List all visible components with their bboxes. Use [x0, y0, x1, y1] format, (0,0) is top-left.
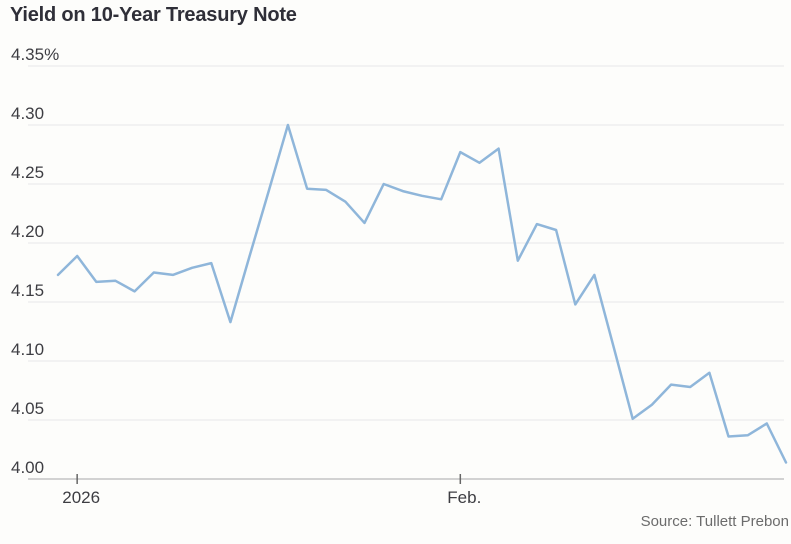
y-axis-label: 4.35%: [11, 45, 59, 64]
x-axis-label: Feb.: [447, 488, 481, 507]
x-axis-label: 2026: [62, 488, 100, 507]
y-axis-label: 4.05: [11, 399, 44, 418]
source-attribution: Source: Tullett Prebon: [640, 513, 789, 530]
y-axis-label: 4.15: [11, 281, 44, 300]
y-axis-label: 4.25: [11, 163, 44, 182]
yield-chart-svg: 4.35% 4.30 4.25 4.20 4.15 4.10 4.05 4.00 2026 Feb…: [11, 45, 788, 507]
y-axis-label: 4.00: [11, 458, 44, 477]
yield-line: [56, 123, 788, 464]
chart-title: Yield on 10-Year Treasury Note: [10, 4, 297, 26]
y-axis-label: 4.20: [11, 222, 44, 241]
y-axis-label: 4.10: [11, 340, 44, 359]
y-axis-label: 4.30: [11, 104, 44, 123]
